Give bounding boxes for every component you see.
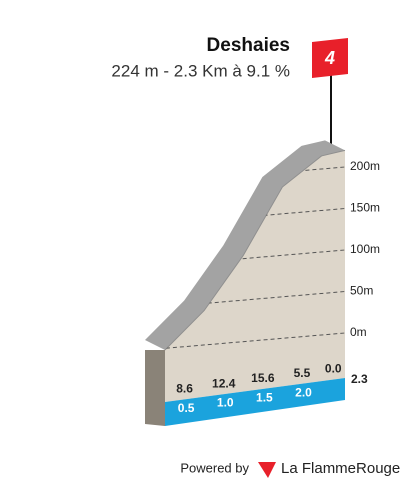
chart-title: Deshaies	[207, 35, 290, 56]
x-tick-label: 1.0	[217, 396, 234, 410]
gradient-label: 15.6	[251, 371, 275, 385]
chart-subtitle: 224 m - 2.3 Km à 9.1 %	[111, 61, 290, 80]
y-tick-label: 0m	[350, 325, 367, 339]
grid-line	[165, 249, 345, 268]
x-tick-label: 2.0	[295, 385, 312, 399]
y-tick-label: 150m	[350, 201, 380, 215]
profile-area	[165, 150, 345, 402]
gradient-label: 0.0	[325, 362, 342, 376]
flag	[312, 38, 348, 78]
footer-brand: La FlammeRouge	[281, 460, 400, 477]
x-tick-label: 1.5	[256, 391, 273, 405]
gradient-label: 5.5	[294, 366, 311, 380]
gradient-label: 8.6	[176, 382, 193, 396]
footer-powered: Powered by	[180, 460, 249, 475]
y-tick-label: 100m	[350, 242, 380, 256]
x-tick-label: 2.3	[351, 372, 368, 386]
distance-band	[165, 378, 345, 426]
y-tick-label: 200m	[350, 159, 380, 173]
y-tick-label: 50m	[350, 284, 373, 298]
grid-line	[165, 291, 345, 309]
profile-line	[164, 149, 346, 351]
logo	[258, 462, 276, 478]
ridge	[145, 140, 345, 350]
x-tick-label: 0.5	[178, 401, 195, 415]
flag-number: 4	[324, 48, 335, 68]
side-face	[145, 350, 165, 426]
gradient-label: 12.4	[212, 376, 236, 390]
grid-line	[165, 332, 345, 351]
